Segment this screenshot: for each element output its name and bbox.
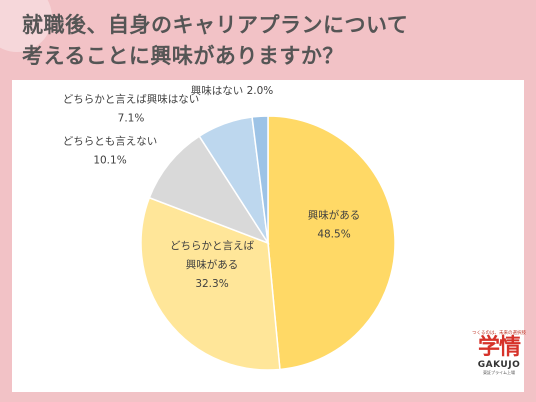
page-title: 就職後、自身のキャリアプランについて 考えることに興味がありますか？: [22, 10, 522, 72]
pie-slice-3: [148, 135, 270, 245]
pie-slice-1: [267, 115, 396, 371]
logo-en: GAKUJO: [477, 360, 521, 370]
gakujo-logo: つくるのは、未来の選択肢 学情 GAKUJO 東証プライム上場: [470, 330, 528, 396]
logo-kanji-text: 学情: [477, 335, 521, 360]
slice-value-label-3: 10.1%: [93, 155, 126, 167]
title-line-2: 考えることに興味がありますか？: [22, 44, 344, 68]
slice-category-label-2: 興味がある: [186, 258, 239, 271]
slice-category-label-1: 興味がある: [308, 209, 361, 222]
pie-slice-5: [251, 115, 269, 244]
slice-category-label-4: どちらかと言えば興味はない: [63, 93, 200, 106]
slice-value-label-4: 7.1%: [118, 113, 145, 125]
pie-slice-2: [140, 196, 281, 371]
slice-value-label-1: 48.5%: [317, 229, 350, 241]
slice-value-label-2: 32.3%: [195, 278, 228, 290]
logo-kanji: 学情: [470, 336, 528, 360]
logo-sub: 東証プライム上場: [483, 370, 515, 375]
slice-category-label-2: どちらかと言えば: [170, 239, 254, 252]
logo-tagline: つくるのは、未来の選択肢: [472, 331, 526, 336]
slice-category-label-3: どちらとも言えない: [63, 135, 158, 148]
slice-category-label-5: 興味はない 2.0%: [191, 85, 274, 97]
title-line-1: 就職後、自身のキャリアプランについて: [22, 13, 409, 37]
